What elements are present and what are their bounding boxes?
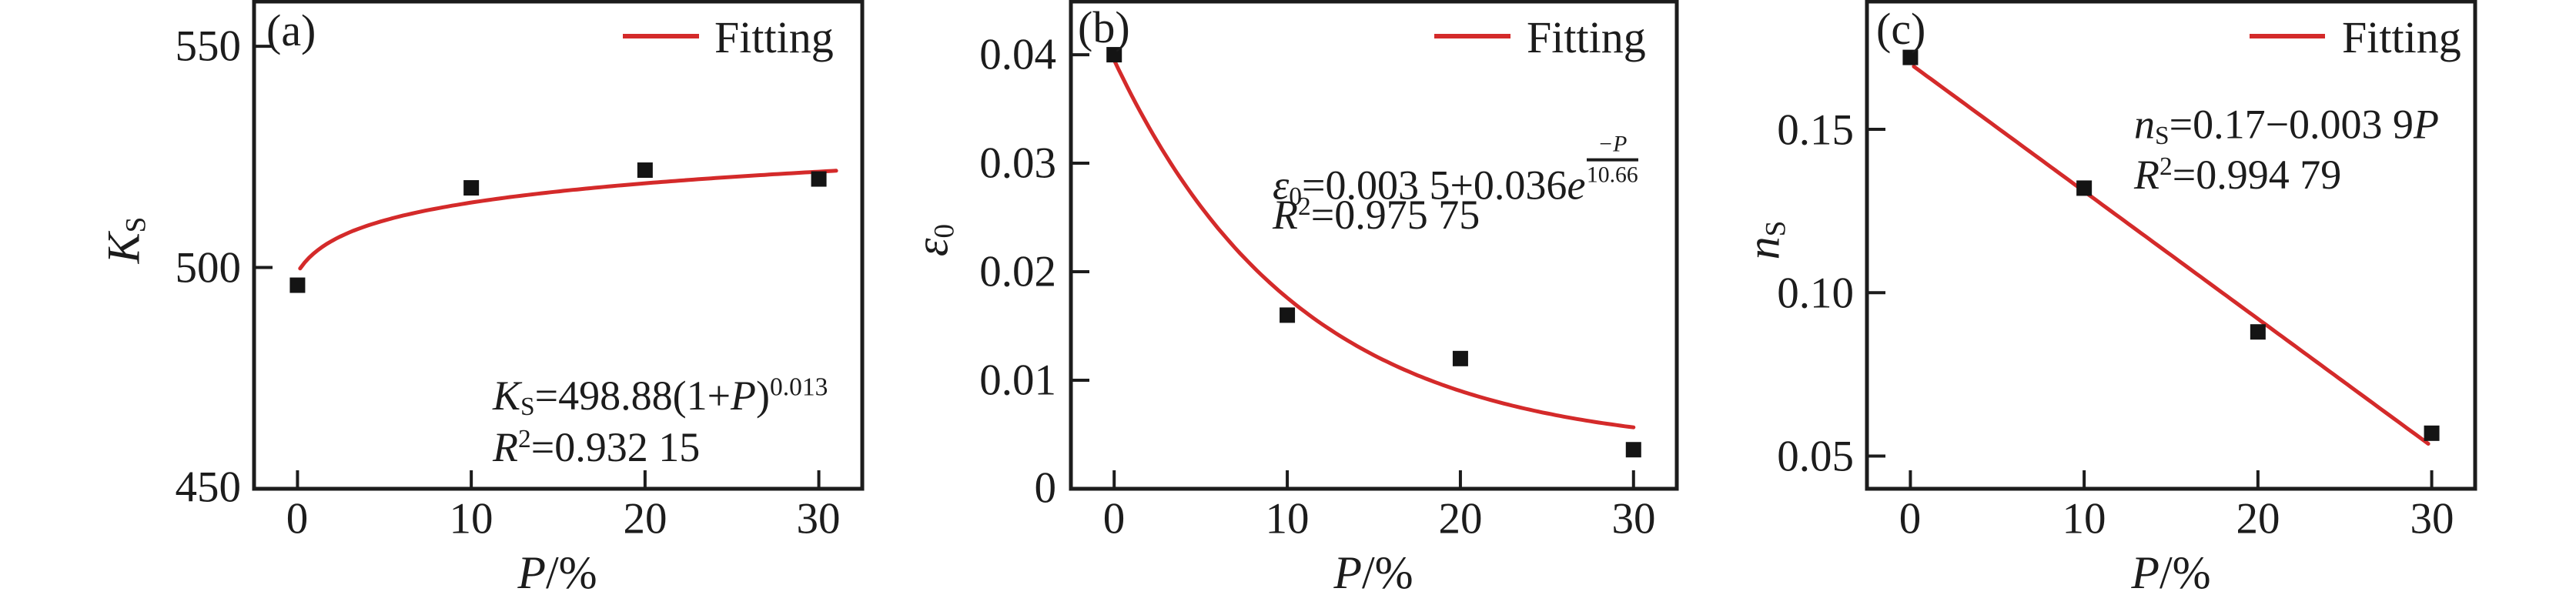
data-point-marker xyxy=(1452,350,1468,366)
equation-body: =0.932 15 xyxy=(530,424,701,471)
equation-body: =0.003 5+0.036 xyxy=(1302,162,1567,209)
y-tick-label: 0.10 xyxy=(1777,269,1854,318)
equation-var: ε xyxy=(1273,162,1290,209)
y-tick-label: 0 xyxy=(1034,463,1057,513)
y-tick-label: 0.04 xyxy=(979,30,1056,79)
fit-equation: KS=498.88(1+P)0.013 xyxy=(493,374,828,419)
panel-label-b: (b) xyxy=(1078,2,1130,52)
equation-exponent: 2 xyxy=(1298,192,1311,221)
equation-exponent: 0.013 xyxy=(770,373,828,402)
y-tick-label: 0.15 xyxy=(1777,105,1854,155)
equation-sub: S xyxy=(2155,121,2170,150)
x-tick-label: 20 xyxy=(1438,494,1483,543)
data-point-marker xyxy=(637,162,653,179)
y-axis-label: ε0 xyxy=(906,223,961,257)
x-tick-label: 0 xyxy=(1102,494,1126,543)
equation-sub: S xyxy=(520,393,535,422)
x-tick-label: 0 xyxy=(286,494,309,543)
equation-var: R xyxy=(2134,152,2159,199)
data-point-marker xyxy=(1902,49,1919,65)
fit-curve xyxy=(1112,58,1636,430)
equation-var: R xyxy=(1273,192,1298,239)
legend-label: Fitting xyxy=(714,12,834,62)
r-squared: R2=0.932 15 xyxy=(493,424,701,471)
x-axis-label: P/% xyxy=(2131,550,2210,596)
panel-label-a: (a) xyxy=(266,5,316,55)
x-axis-label-unit: /% xyxy=(1362,547,1413,598)
equation-body: =0.17−0.003 9 xyxy=(2169,101,2414,148)
x-axis-label: P/% xyxy=(517,550,597,596)
data-point-marker xyxy=(2076,180,2093,196)
data-point-marker xyxy=(463,180,480,196)
equation-sub: 0 xyxy=(1289,182,1303,211)
fit-equation: ε0=0.003 5+0.036e −P 10.66 xyxy=(1273,132,1638,210)
plot-frame xyxy=(1069,0,1679,491)
y-axis-label-var: K xyxy=(98,232,149,264)
equation-var: n xyxy=(2134,101,2155,148)
r-squared: R2=0.975 75 xyxy=(1273,194,1480,236)
y-axis-label-var: n xyxy=(1738,236,1789,260)
equation-body: =0.994 79 xyxy=(2172,152,2342,199)
fit-equation: nS=0.17−0.003 9P xyxy=(2134,104,2439,149)
y-tick-label: 450 xyxy=(175,463,242,512)
x-tick-label: 30 xyxy=(1611,494,1656,543)
equation-var: R xyxy=(493,424,518,471)
y-tick-label: 0.02 xyxy=(979,247,1056,296)
x-axis-label: P/% xyxy=(1333,550,1413,596)
equation-body: ) xyxy=(756,372,771,419)
x-axis-label-unit: /% xyxy=(546,547,597,598)
equation-exponent: 2 xyxy=(518,424,531,453)
x-axis-label-var: P xyxy=(517,547,546,598)
panel-label-c: (c) xyxy=(1876,4,1926,54)
x-tick-label: 10 xyxy=(449,494,493,543)
x-tick-label: 0 xyxy=(1899,494,1922,543)
y-axis-label: KS xyxy=(98,216,152,264)
fraction-denominator: 10.66 xyxy=(1586,162,1638,188)
data-point-marker xyxy=(811,171,827,187)
legend-label: Fitting xyxy=(1527,12,1646,62)
plot-frame xyxy=(1865,0,2477,491)
plot-frame xyxy=(252,0,865,491)
y-tick-label: 0.01 xyxy=(979,356,1056,405)
x-tick-label: 10 xyxy=(1265,494,1310,543)
equation-var: e xyxy=(1567,162,1586,209)
legend-label: Fitting xyxy=(2342,12,2461,62)
data-point-marker xyxy=(2250,324,2266,340)
equation-body: =498.88(1+ xyxy=(534,372,731,419)
y-axis-label: nS xyxy=(1738,220,1792,260)
equation-var: P xyxy=(2414,101,2440,148)
y-axis-label-sub: S xyxy=(120,216,152,233)
data-point-marker xyxy=(2424,425,2440,441)
x-axis-label-var: P xyxy=(2131,547,2159,598)
x-tick-label: 10 xyxy=(2062,494,2106,543)
fit-curve xyxy=(298,169,838,271)
x-tick-label: 30 xyxy=(796,494,841,543)
data-point-marker xyxy=(1625,442,1641,458)
equation-body: =0.975 75 xyxy=(1310,192,1480,239)
x-tick-label: 30 xyxy=(2410,494,2454,543)
data-point-marker xyxy=(289,277,306,293)
equation-exponent: 2 xyxy=(2159,152,2173,181)
y-axis-label-sub: 0 xyxy=(928,223,961,239)
x-tick-label: 20 xyxy=(623,494,667,543)
y-tick-label: 0.03 xyxy=(979,139,1056,188)
y-tick-label: 500 xyxy=(175,243,242,292)
x-tick-label: 20 xyxy=(2236,494,2280,543)
equation-var: K xyxy=(493,372,521,419)
equation-var: P xyxy=(731,372,757,419)
fit-curve xyxy=(1912,64,2430,446)
y-tick-label: 0.05 xyxy=(1777,432,1854,481)
data-point-marker xyxy=(1106,47,1122,63)
fraction-numerator: −P xyxy=(1586,132,1638,162)
y-tick-label: 550 xyxy=(175,22,242,71)
y-axis-label-var: ε xyxy=(906,238,958,257)
r-squared: R2=0.994 79 xyxy=(2134,154,2341,196)
x-axis-label-unit: /% xyxy=(2159,547,2211,598)
x-axis-label-var: P xyxy=(1333,547,1362,598)
equation-exponent-fraction: −P 10.66 xyxy=(1586,132,1638,189)
data-point-marker xyxy=(1280,307,1296,323)
y-axis-label-sub: S xyxy=(1760,220,1792,237)
